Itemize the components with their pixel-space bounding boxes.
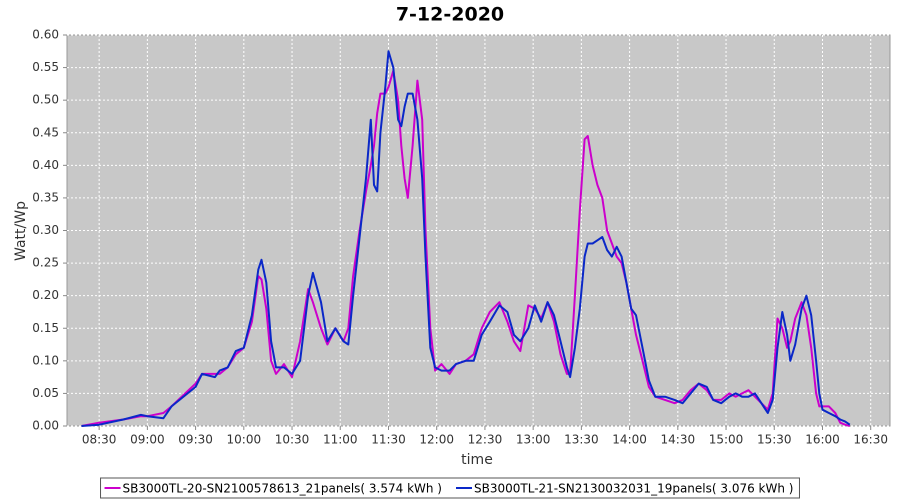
legend-box [100, 477, 800, 499]
chart-title: 7-12-2020 [396, 4, 504, 26]
x-tick-label: 09:30 [178, 433, 213, 447]
x-tick-label: 11:00 [323, 433, 358, 447]
x-tick-label: 13:30 [564, 433, 599, 447]
x-tick-label: 14:00 [612, 433, 647, 447]
y-tick-label: 0.25 [32, 256, 59, 270]
x-tick-label: 13:00 [516, 433, 551, 447]
x-tick-label: 12:00 [419, 433, 454, 447]
x-tick-label: 10:30 [275, 433, 310, 447]
x-tick-label: 12:30 [468, 433, 503, 447]
x-tick-label: 09:00 [130, 433, 165, 447]
y-tick-label: 0.50 [32, 93, 59, 107]
y-tick-label: 0.30 [32, 223, 59, 237]
y-tick-label: 0.00 [32, 419, 59, 433]
x-tick-label: 15:00 [709, 433, 744, 447]
y-tick-label: 0.40 [32, 158, 59, 172]
x-tick-label: 16:00 [805, 433, 840, 447]
legend-label: SB3000TL-20-SN2100578613_21panels( 3.574… [123, 482, 442, 496]
y-tick-label: 0.60 [32, 28, 59, 42]
series-line [81, 50, 851, 427]
y-tick-label: 0.20 [32, 288, 59, 302]
x-tick-label: 15:30 [757, 433, 792, 447]
y-tick-label: 0.55 [32, 60, 59, 74]
y-tick-label: 0.05 [32, 386, 59, 400]
series-line [81, 69, 851, 427]
y-tick-label: 0.35 [32, 190, 59, 204]
y-axis-title: Watt/Wp [13, 201, 29, 261]
y-tick-label: 0.45 [32, 125, 59, 139]
x-tick-label: 10:00 [227, 433, 262, 447]
x-tick-label: 11:30 [371, 433, 406, 447]
plot-area [66, 34, 891, 427]
y-tick-label: 0.15 [32, 321, 59, 335]
x-tick-label: 16:30 [853, 433, 888, 447]
x-axis-title: time [461, 452, 493, 468]
x-tick-label: 14:30 [661, 433, 696, 447]
x-tick-label: 08:30 [82, 433, 117, 447]
y-tick-label: 0.10 [32, 353, 59, 367]
legend-label: SB3000TL-21-SN2130032031_19panels( 3.076… [474, 482, 793, 496]
